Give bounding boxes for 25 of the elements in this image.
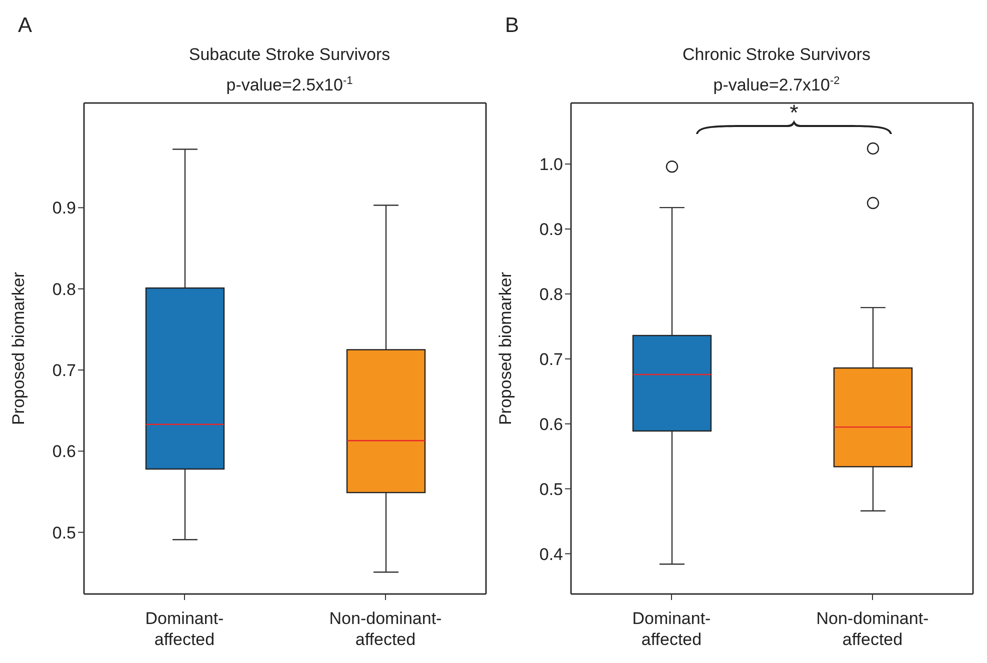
y-tick-label: 1.0 [539,155,563,174]
y-axis-title: Proposed biomarker [496,272,516,426]
y-tick-label: 0.6 [52,442,76,462]
x-tick-label: Non-dominant-affected [329,609,442,649]
y-tick-label: 0.6 [539,414,563,434]
y-tick-label: 0.8 [539,284,563,304]
y-axis-title: Proposed biomarker [9,272,28,426]
chart-title: Subacute Stroke Survivors [188,44,392,66]
annotation: * [788,100,800,126]
x-tick-label: Dominant-affected [632,609,711,649]
chart-subtitle: p-value=2.5x10$^{-1}$ [225,74,354,97]
y-tick-label: 0.5 [539,480,563,499]
x-tick-label: Dominant-affected [145,609,224,649]
y-tick-label: 0.7 [52,361,76,380]
x-tick-label: Non-dominant-affected [816,609,929,649]
chart-subtitle: p-value=2.7x10$^{-2}$ [712,74,841,97]
text: A [18,14,32,38]
y-tick-label: 0.4 [539,544,563,564]
y-tick-label: 0.9 [52,198,76,218]
y-tick-label: 0.8 [52,280,76,299]
text: B [505,14,520,38]
y-tick-label: 0.7 [539,350,563,369]
y-tick-label: 0.9 [539,220,563,240]
y-tick-label: 0.5 [52,523,76,542]
chart-title: Chronic Stroke Survivors [681,44,872,66]
